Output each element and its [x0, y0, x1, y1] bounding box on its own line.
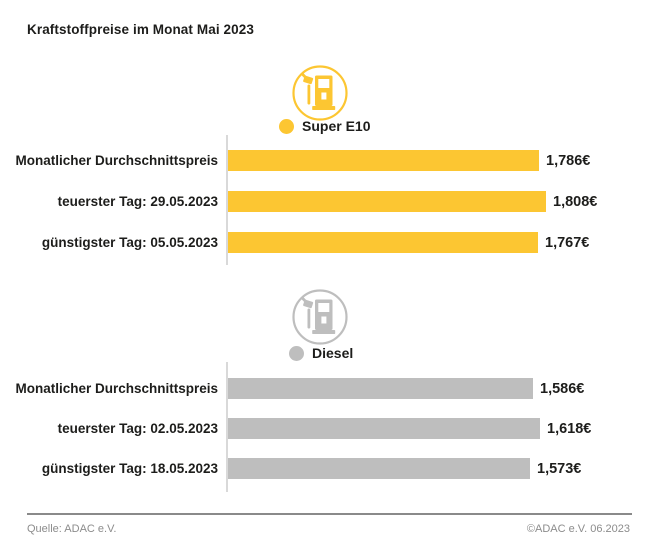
bar-row: teuerster Tag: 29.05.2023 1,808€: [0, 191, 650, 212]
bar-label: Monatlicher Durchschnittspreis: [15, 153, 218, 168]
price-bar: [228, 232, 538, 253]
price-axis: [226, 362, 228, 492]
bar-value: 1,586€: [540, 380, 585, 397]
legend-label: Diesel: [312, 345, 354, 361]
source-text: Quelle: ADAC e.V.: [27, 523, 117, 535]
bar-row: günstigster Tag: 05.05.2023 1,767€: [0, 232, 650, 253]
price-bar: [228, 418, 540, 439]
bar-value: 1,808€: [553, 193, 598, 210]
page-title: Kraftstoffpreise im Monat Mai 2023: [27, 22, 254, 37]
bar-value: 1,618€: [547, 420, 592, 437]
bar-value: 1,786€: [546, 152, 591, 169]
fuel-pump-icon: [291, 288, 349, 346]
bar-label: Monatlicher Durchschnittspreis: [15, 381, 218, 396]
legend-dot: [289, 345, 304, 361]
bar-row: teuerster Tag: 02.05.2023 1,618€: [0, 418, 650, 439]
bar-row: Monatlicher Durchschnittspreis 1,786€: [0, 150, 650, 171]
bar-row: günstigster Tag: 18.05.2023 1,573€: [0, 458, 650, 479]
bar-value: 1,767€: [545, 234, 590, 251]
footer-divider: [27, 513, 632, 515]
price-bar: [228, 458, 530, 479]
price-bar: [228, 191, 546, 212]
legend-dot: [279, 118, 294, 134]
price-axis: [226, 135, 228, 265]
legend-super-e10: Super E10: [279, 118, 370, 134]
price-bar: [228, 150, 539, 171]
price-bar: [228, 378, 533, 399]
bar-label: teuerster Tag: 02.05.2023: [57, 421, 218, 436]
bar-row: Monatlicher Durchschnittspreis 1,586€: [0, 378, 650, 399]
legend-label: Super E10: [302, 118, 371, 134]
bar-label: teuerster Tag: 29.05.2023: [57, 194, 218, 209]
legend-diesel: Diesel: [289, 345, 353, 361]
bar-label: günstigster Tag: 18.05.2023: [41, 461, 218, 476]
bar-value: 1,573€: [537, 460, 582, 477]
fuel-pump-icon: [291, 64, 349, 122]
bar-label: günstigster Tag: 05.05.2023: [41, 235, 218, 250]
copyright-text: ©ADAC e.V. 06.2023: [526, 523, 630, 535]
